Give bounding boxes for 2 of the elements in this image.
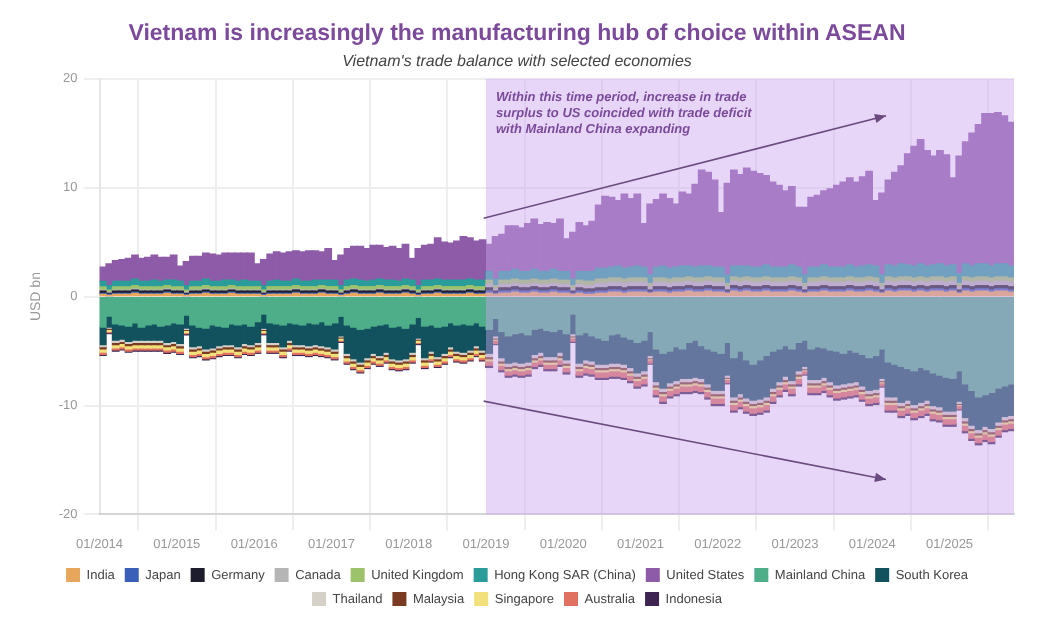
chart-title: Vietnam is increasingly the manufacturing hub of choice within ASEAN bbox=[128, 22, 906, 47]
chart-subtitle: Vietnam's trade balance with selected economies bbox=[342, 51, 692, 70]
